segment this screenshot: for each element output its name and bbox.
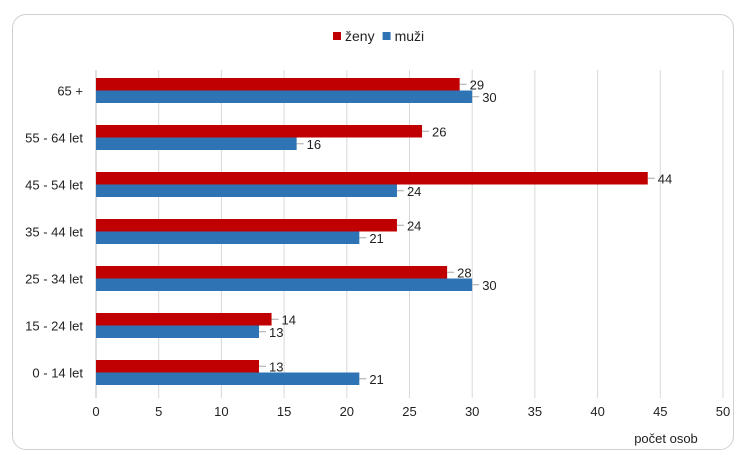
bar-zeny [96,125,423,138]
data-label: 30 [482,90,496,105]
bar-zeny [96,266,448,279]
bar-muzi [96,325,260,338]
x-axis-label: počet osob [634,431,698,446]
bar-zeny [96,360,260,373]
legend-label-zeny: ženy [345,28,375,44]
data-label: 29 [470,77,484,92]
data-label: 30 [482,278,496,293]
x-tick-label: 25 [402,404,416,419]
bar-muzi [96,278,473,291]
x-tick-label: 0 [92,404,99,419]
bar-muzi [96,231,360,244]
category-label: 45 - 54 let [25,178,83,193]
data-label: 21 [369,372,383,387]
x-tick-label: 35 [528,404,542,419]
gridlines [95,70,724,398]
data-label: 13 [269,325,283,340]
x-tick-labels: 0 5 10 15 20 25 30 35 40 45 50 [92,404,730,419]
category-label: 0 - 14 let [32,366,83,381]
x-tick-label: 45 [653,404,667,419]
legend-swatch-muzi [382,32,391,40]
bar-muzi [96,90,473,103]
data-label: 13 [269,359,283,374]
bar-muzi [96,372,360,385]
x-tick-label: 40 [590,404,604,419]
category-label: 15 - 24 let [25,319,83,334]
x-tick-label: 10 [214,404,228,419]
data-label: 24 [407,184,421,199]
data-label: 26 [432,124,446,139]
x-tick-label: 30 [465,404,479,419]
category-label: 25 - 34 let [25,272,83,287]
data-label: 21 [369,231,383,246]
bar-zeny [96,313,272,326]
category-labels: 65 + 55 - 64 let 45 - 54 let 35 - 44 let 25 … [25,84,83,381]
category-label: 55 - 64 let [25,131,83,146]
bar-zeny [96,219,397,232]
bars [96,78,648,385]
x-tick-label: 20 [340,404,354,419]
data-label: 44 [658,171,672,186]
category-label: 35 - 44 let [25,225,83,240]
data-label: 24 [407,218,421,233]
data-label: 16 [307,137,321,152]
legend: ženy muži [333,28,424,44]
x-tick-label: 5 [155,404,162,419]
legend-swatch-zeny [333,32,341,40]
x-tick-label: 50 [716,404,730,419]
x-tick-label: 15 [277,404,291,419]
bar-muzi [96,137,297,150]
bar-zeny [96,78,460,91]
bar-muzi [96,184,397,197]
data-label: 28 [457,265,471,280]
category-label: 65 + [57,84,83,99]
bar-zeny [96,172,648,185]
data-label: 14 [282,312,296,327]
legend-label-muzi: muži [395,28,425,44]
